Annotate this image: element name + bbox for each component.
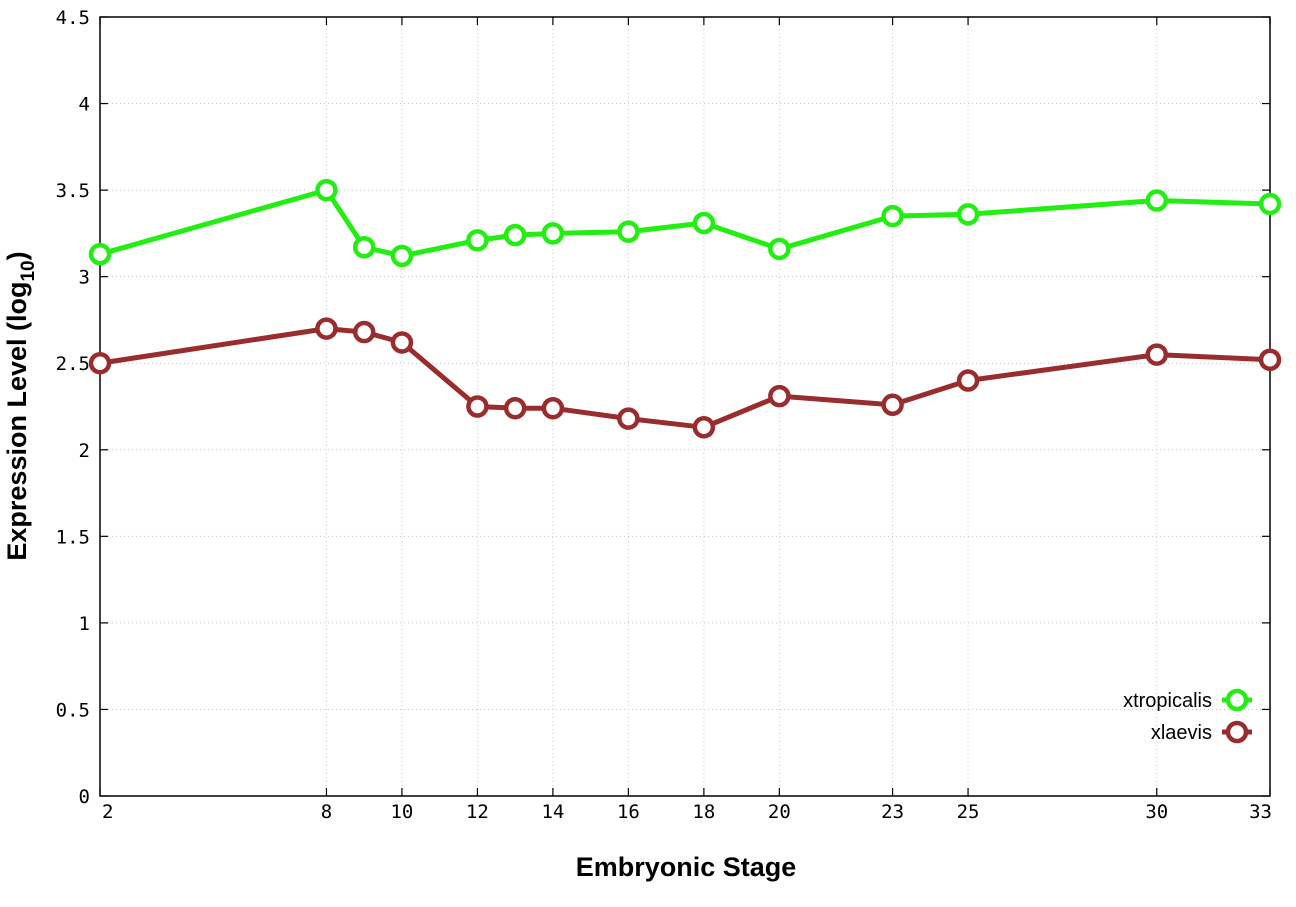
axis-ticks: 0 0.5 1 1.5 2 2.5 3 3.5 4 4.5 2 8 10 12 14 16 18 20 23 25 30… <box>56 7 1272 823</box>
x-tick-label: 8 <box>321 801 332 823</box>
data-point-xlaevis <box>503 396 527 420</box>
y-tick-label: 1 <box>79 613 90 635</box>
data-point-xlaevis <box>315 317 338 340</box>
data-point-xlaevis <box>617 407 640 430</box>
y-axis-title-close: ) <box>2 251 32 260</box>
data-point-xlaevis <box>541 396 565 420</box>
y-tick-label: 3 <box>79 267 90 289</box>
data-point-xtropicalis <box>466 229 489 252</box>
data-point-xlaevis <box>1145 343 1169 366</box>
data-point-xlaevis <box>352 320 376 344</box>
data-point-xtropicalis <box>352 235 376 259</box>
data-point-xtropicalis <box>617 220 640 243</box>
x-tick-label: 25 <box>957 801 980 823</box>
data-point-xlaevis <box>692 416 716 439</box>
data-point-xtropicalis <box>956 203 980 226</box>
y-axis-title: Expression Level (log10) <box>2 251 39 560</box>
x-tick-label: 12 <box>466 801 489 823</box>
x-tick-label: 16 <box>617 801 640 823</box>
y-tick-label: 4 <box>79 94 90 116</box>
legend-label-xtropicalis: xtropicalis <box>1123 690 1212 712</box>
data-point-xtropicalis <box>1258 192 1282 216</box>
legend-label-xlaevis: xlaevis <box>1151 722 1212 744</box>
legend-swatch-marker-xlaevis <box>1225 720 1249 744</box>
series-line-xtropicalis <box>99 187 1271 259</box>
legend: xtropicalis xlaevis <box>1123 688 1252 744</box>
grid-lines <box>100 17 1270 796</box>
x-tick-label: 10 <box>390 801 413 823</box>
data-point-xlaevis <box>768 384 791 408</box>
data-point-xtropicalis <box>1145 189 1169 212</box>
x-tick-label: 30 <box>1145 801 1168 823</box>
y-axis-title-main: Expression Level (log <box>2 282 32 561</box>
plot-frame <box>99 16 1271 797</box>
data-point-xlaevis <box>390 331 414 354</box>
x-axis-title: Embryonic Stage <box>576 852 797 882</box>
data-point-xtropicalis <box>315 178 338 202</box>
y-tick-label: 0 <box>79 786 90 808</box>
legend-swatch-marker-xtropicalis <box>1225 688 1249 712</box>
x-tick-label: 23 <box>881 801 904 823</box>
y-tick-label: 2.5 <box>56 353 90 375</box>
data-point-xtropicalis <box>692 211 716 235</box>
data-point-xtropicalis <box>768 237 791 261</box>
data-point-xlaevis <box>1258 348 1282 372</box>
y-tick-label: 2 <box>79 440 90 462</box>
data-point-xtropicalis <box>541 222 565 245</box>
series-line-xlaevis <box>99 326 1271 430</box>
y-axis-title-subscript: 10 <box>18 260 39 281</box>
y-tick-label: 0.5 <box>56 699 90 721</box>
data-point-xtropicalis <box>88 242 112 266</box>
x-tick-label: 18 <box>692 801 715 823</box>
y-tick-label: 1.5 <box>56 526 90 548</box>
y-tick-label: 3.5 <box>56 180 90 202</box>
data-point-xtropicalis <box>881 204 904 228</box>
x-tick-label: 14 <box>541 801 564 823</box>
series-group <box>88 178 1282 439</box>
x-tick-label: 20 <box>768 801 791 823</box>
x-tick-label: 2 <box>102 801 113 823</box>
data-point-xlaevis <box>881 393 904 417</box>
data-point-xtropicalis <box>390 244 414 268</box>
data-point-xlaevis <box>88 351 112 375</box>
data-point-xlaevis <box>956 369 980 392</box>
data-point-xtropicalis <box>503 223 527 247</box>
y-tick-label: 4.5 <box>56 7 90 29</box>
data-point-xlaevis <box>466 395 489 418</box>
x-tick-label: 33 <box>1249 801 1272 823</box>
